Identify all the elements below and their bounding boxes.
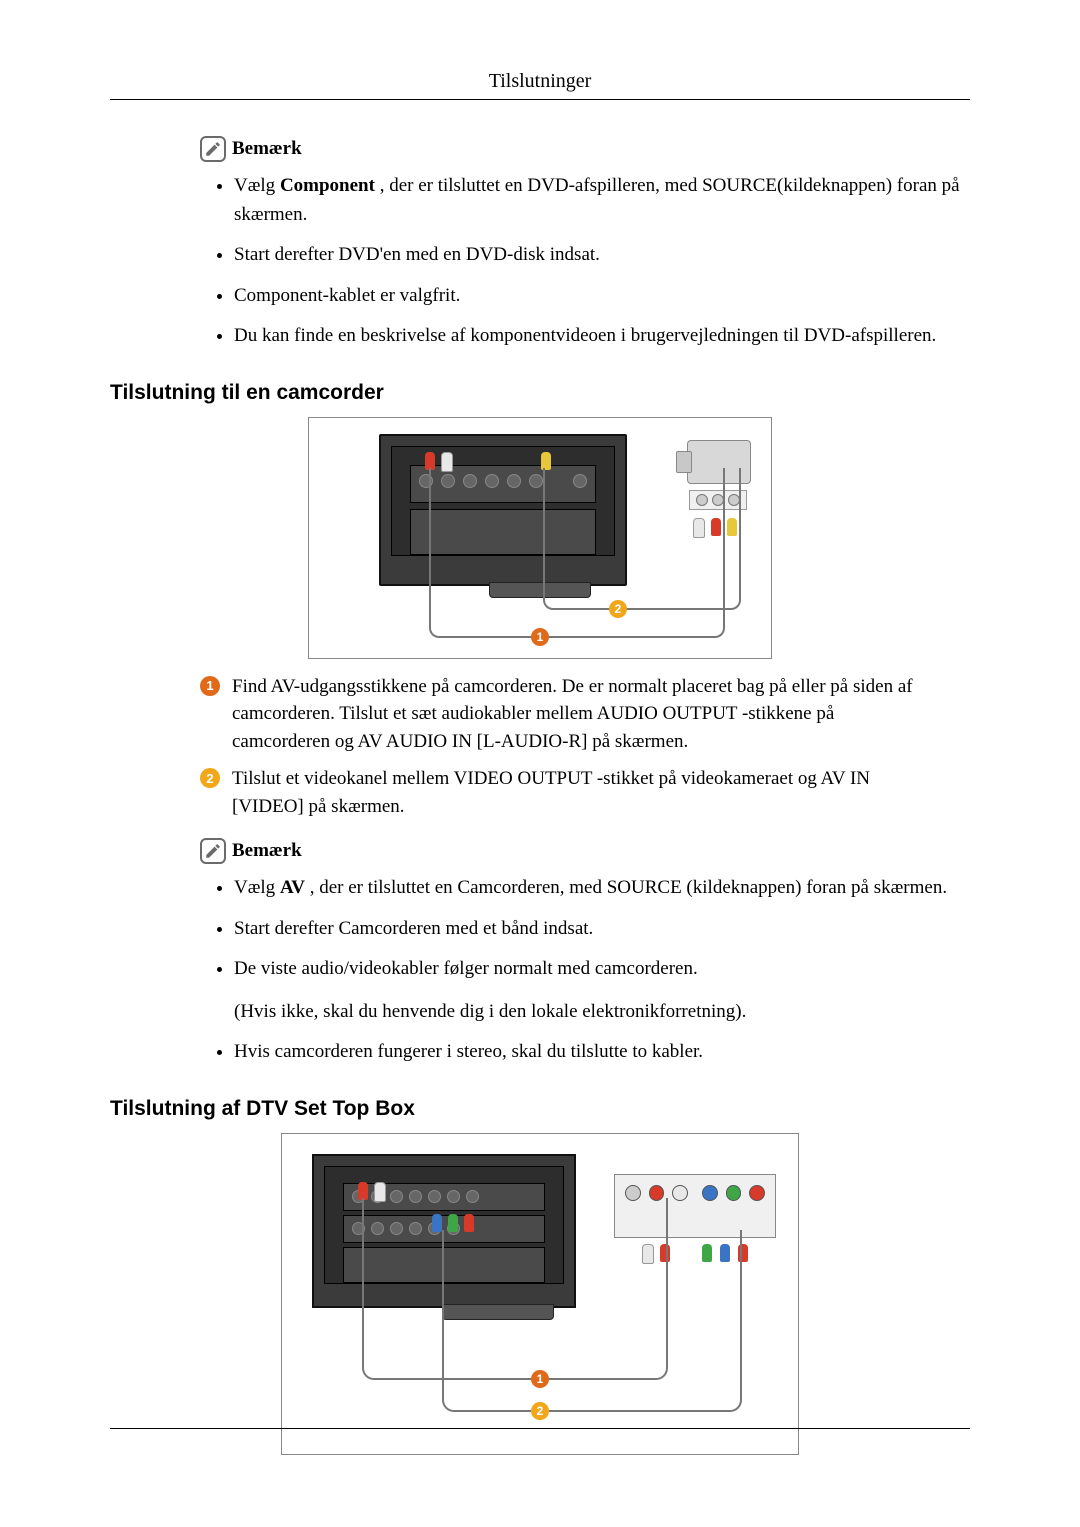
rca-plug-red bbox=[425, 452, 435, 470]
jack-blue bbox=[702, 1185, 718, 1201]
text-fragment: (Hvis ikke, skal du henvende dig i den l… bbox=[234, 998, 970, 1027]
step-text: Find AV-udgangsstikkene på camcorderen. … bbox=[232, 673, 970, 756]
text-bold: AV bbox=[280, 877, 305, 898]
step-badge: 2 bbox=[200, 768, 220, 788]
figure-badge-2: 2 bbox=[531, 1402, 549, 1420]
text-fragment: Vælg bbox=[234, 877, 280, 898]
cable-video bbox=[543, 468, 741, 610]
list-item: Hvis camcorderen fungerer i stereo, skal… bbox=[234, 1038, 970, 1067]
section-heading-camcorder: Tilslutning til en camcorder bbox=[110, 381, 970, 405]
note2-bullets: Vælg AV , der er tilsluttet en Camcorder… bbox=[200, 874, 970, 1067]
text-fragment: De viste audio/videokabler følger normal… bbox=[234, 958, 698, 979]
pencil-icon bbox=[204, 140, 222, 158]
numbered-step: 1 Find AV-udgangsstikkene på camcorderen… bbox=[200, 673, 970, 756]
list-item: Vælg Component , der er tilsluttet en DV… bbox=[234, 172, 970, 229]
figure-badge-1: 1 bbox=[531, 628, 549, 646]
step-text: Tilslut et videokanel mellem VIDEO OUTPU… bbox=[232, 765, 970, 820]
text-bold: Component bbox=[280, 175, 375, 196]
note-block-2: Bemærk bbox=[200, 838, 970, 864]
note-block-1: Bemærk bbox=[200, 136, 970, 162]
list-item: Start derefter Camcorderen med et bånd i… bbox=[234, 915, 970, 944]
jack-red bbox=[749, 1185, 765, 1201]
step-badge: 1 bbox=[200, 676, 220, 696]
figure-dtv-wrap: 1 2 bbox=[110, 1133, 970, 1455]
numbered-steps-camcorder: 1 Find AV-udgangsstikkene på camcorderen… bbox=[200, 673, 970, 821]
jack-white bbox=[672, 1185, 688, 1201]
list-item: Du kan finde en beskrivelse af komponent… bbox=[234, 322, 970, 351]
footer-rule bbox=[110, 1428, 970, 1429]
pencil-icon bbox=[204, 842, 222, 860]
list-item: De viste audio/videokabler følger normal… bbox=[234, 955, 970, 1026]
note-label: Bemærk bbox=[232, 138, 302, 160]
text-fragment: , der er tilsluttet en Camcorderen, med … bbox=[305, 877, 947, 898]
note1-bullets: Vælg Component , der er tilsluttet en DV… bbox=[200, 172, 970, 351]
jack-green bbox=[726, 1185, 742, 1201]
header-rule bbox=[110, 99, 970, 100]
figure-badge-1: 1 bbox=[531, 1370, 549, 1388]
manual-page: Tilslutninger Bemærk Vælg Component , de… bbox=[0, 0, 1080, 1527]
list-item: Start derefter DVD'en med en DVD-disk in… bbox=[234, 241, 970, 270]
rca-plug-yellow bbox=[541, 452, 551, 470]
cable-component bbox=[442, 1230, 742, 1412]
text-fragment: Vælg bbox=[234, 175, 280, 196]
note-icon bbox=[200, 838, 226, 864]
note-label: Bemærk bbox=[232, 840, 302, 862]
section-heading-dtv: Tilslutning af DTV Set Top Box bbox=[110, 1097, 970, 1121]
list-item: Vælg AV , der er tilsluttet en Camcorder… bbox=[234, 874, 970, 903]
note-icon bbox=[200, 136, 226, 162]
figure-badge-2: 2 bbox=[609, 600, 627, 618]
figure-camcorder-diagram: 1 2 bbox=[308, 417, 772, 659]
numbered-step: 2 Tilslut et videokanel mellem VIDEO OUT… bbox=[200, 765, 970, 820]
content-area: Bemærk Vælg Component , der er tilslutte… bbox=[110, 136, 970, 1455]
figure-dtv-diagram: 1 2 bbox=[281, 1133, 799, 1455]
list-item: Component-kablet er valgfrit. bbox=[234, 282, 970, 311]
page-header-title: Tilslutninger bbox=[110, 70, 970, 93]
figure-camcorder-wrap: 1 2 bbox=[110, 417, 970, 659]
